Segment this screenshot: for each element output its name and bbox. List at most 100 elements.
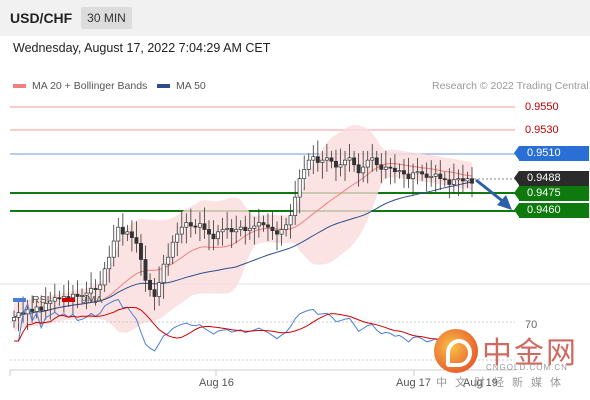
- rsi-swatch: [13, 298, 26, 302]
- candle-body-down: [120, 226, 125, 235]
- level-r1-label: 0.9550: [525, 101, 559, 113]
- candle-body-up: [89, 288, 94, 294]
- rsi-ma-line: [14, 307, 473, 344]
- candle-body-up: [166, 256, 171, 265]
- candle-body-up: [383, 166, 388, 170]
- candle-body-down: [139, 243, 143, 260]
- level-r2-label: 0.9530: [525, 124, 559, 136]
- candle: [66, 280, 71, 307]
- candle: [383, 150, 388, 179]
- candle-body-down: [420, 171, 425, 175]
- candle: [216, 224, 221, 246]
- candle: [334, 149, 338, 181]
- candle-body-up: [252, 225, 257, 229]
- candle: [143, 245, 148, 292]
- timeframe-button[interactable]: 30 MIN: [81, 7, 132, 29]
- candle-body-up: [343, 159, 347, 166]
- candle: [89, 272, 94, 303]
- candle: [57, 290, 62, 306]
- candle: [16, 301, 21, 332]
- candle-body-down: [93, 288, 98, 290]
- candle-body-down: [211, 233, 216, 240]
- candle: [438, 160, 443, 191]
- candle-body-up: [197, 223, 202, 228]
- watermark: 中金网 CNGOLD.COM.CN 中文财经新媒体: [432, 326, 590, 389]
- candle: [107, 245, 112, 283]
- candle: [39, 295, 44, 325]
- forecast-arrow-shaft: [475, 178, 506, 205]
- candle-body-up: [433, 173, 438, 177]
- bollinger-band: [14, 124, 472, 333]
- x-label-aug16: Aug 16: [199, 377, 234, 389]
- candle-body-up: [80, 295, 84, 297]
- candle: [406, 157, 411, 188]
- x-label-aug19: Aug 19: [463, 377, 498, 389]
- candle: [429, 160, 434, 187]
- candle-body-up: [234, 229, 239, 233]
- candle-body-up: [324, 157, 329, 161]
- candle: [43, 287, 48, 320]
- ma20-swatch: [13, 84, 26, 88]
- candle-body-down: [406, 173, 411, 179]
- legend-ma20: MA 20 + Bollinger Bands: [13, 80, 147, 92]
- candle-body-up: [184, 222, 189, 228]
- candle: [111, 224, 116, 267]
- candle: [247, 212, 252, 240]
- candle: [116, 217, 121, 258]
- candle: [447, 168, 452, 199]
- candle-body-up: [288, 215, 293, 226]
- candle-body-up: [284, 224, 289, 230]
- candle: [297, 169, 302, 214]
- candle: [275, 221, 279, 251]
- candle-body-up: [48, 300, 53, 304]
- forecast-arrow-head: [497, 195, 512, 210]
- candle: [338, 148, 343, 177]
- candle: [279, 215, 284, 246]
- ma9-swatch: [62, 298, 75, 302]
- candle: [261, 215, 266, 232]
- candle-body-down: [148, 279, 152, 290]
- candle-body-up: [175, 233, 180, 243]
- candle: [352, 150, 357, 172]
- candle: [170, 235, 175, 265]
- candle-body-up: [238, 226, 243, 230]
- level-r3-label: 0.9510: [527, 147, 561, 159]
- candle: [379, 153, 384, 184]
- candle-body-up: [293, 196, 298, 216]
- candle-body-down: [424, 173, 429, 178]
- candle: [30, 295, 35, 324]
- candle-body-up: [247, 227, 252, 231]
- candle: [157, 266, 162, 306]
- candle-body-down: [129, 231, 134, 238]
- candle-body-down: [356, 164, 361, 174]
- candle-body-up: [71, 293, 75, 299]
- candle-body-down: [30, 308, 35, 312]
- rsi-70-label: 70: [525, 319, 538, 331]
- rsi-panel: [10, 298, 515, 361]
- candle-body-down: [152, 289, 157, 297]
- candle-body-up: [102, 268, 107, 286]
- candle-body-up: [306, 159, 311, 170]
- candle-body-up: [98, 284, 103, 290]
- candle-body-down: [265, 224, 270, 228]
- candle: [161, 254, 166, 299]
- candle-body-up: [34, 306, 39, 312]
- candle: [402, 159, 406, 188]
- candle: [84, 281, 89, 310]
- candle-body-up: [179, 226, 184, 235]
- level-s1-tag: 0.9475: [514, 186, 589, 201]
- candle-body-up: [361, 166, 366, 174]
- candle-body-up: [465, 178, 470, 182]
- candle-body-down: [392, 167, 397, 173]
- candle-body-up: [347, 157, 352, 161]
- candle: [392, 154, 397, 184]
- level-s2-tag: 0.9460: [514, 203, 589, 218]
- candle: [306, 153, 311, 177]
- candle-body-down: [379, 164, 384, 170]
- datetime-label: Wednesday, August 17, 2022 7:04:29 AM CE…: [13, 41, 271, 55]
- candle-body-down: [374, 157, 379, 166]
- candle: [75, 280, 80, 309]
- candle-body-up: [297, 178, 302, 198]
- candle: [139, 234, 143, 276]
- last-price-tag: 0.9488: [514, 171, 589, 186]
